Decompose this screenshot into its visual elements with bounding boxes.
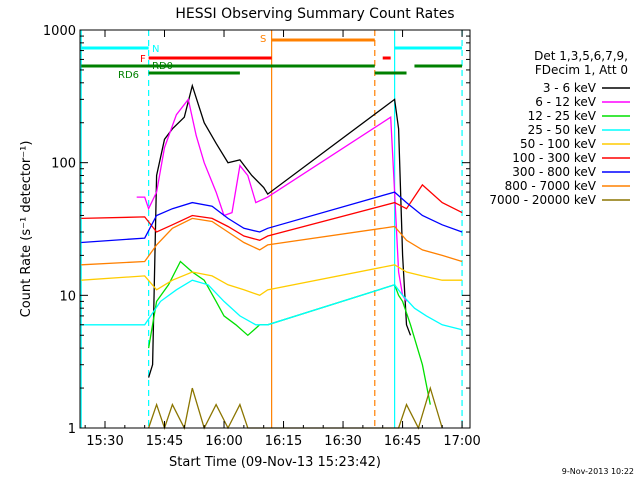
x-tick-label: 16:45 xyxy=(384,434,421,449)
legend-label: 800 - 7000 keV xyxy=(505,179,597,193)
flag-label-rd0: RD0 xyxy=(152,61,173,72)
flag-label-s: S xyxy=(260,34,266,45)
x-tick-label: 15:45 xyxy=(146,434,183,449)
x-axis-label: Start Time (09-Nov-13 15:23:42) xyxy=(169,455,381,470)
x-tick-label: 16:00 xyxy=(205,434,242,449)
flag-label-f: F xyxy=(140,54,146,65)
x-tick-label: 16:30 xyxy=(324,434,361,449)
legend-label: 12 - 25 keV xyxy=(528,109,597,123)
chart-title: HESSI Observing Summary Count Rates xyxy=(175,6,454,22)
series-line-8 xyxy=(81,217,463,266)
x-tick-label: 17:00 xyxy=(443,434,480,449)
legend-header: FDecim 1, Att 0 xyxy=(535,63,628,77)
series-line-4 xyxy=(81,279,463,331)
y-tick-label: 1000 xyxy=(43,24,76,39)
flag-bars: N S F RD0 RD6 xyxy=(81,34,463,81)
legend-label: 3 - 6 keV xyxy=(543,81,597,95)
legend-label: 100 - 300 keV xyxy=(512,151,596,165)
series-line-6 xyxy=(81,183,463,241)
series-line-9 xyxy=(147,385,443,431)
legend-header: Det 1,3,5,6,7,9, xyxy=(534,49,628,63)
footer-date: 9-Nov-2013 10:22 xyxy=(562,467,634,476)
y-tick-label: 1 xyxy=(68,422,76,437)
flag-label-rd6: RD6 xyxy=(118,70,139,81)
legend-label: 6 - 12 keV xyxy=(535,95,597,109)
series-line-3 xyxy=(147,260,431,405)
series-line-5 xyxy=(81,264,463,297)
legend: Det 1,3,5,6,7,9,FDecim 1, Att 0 3 - 6 keV… xyxy=(489,49,630,207)
y-tick-label: 100 xyxy=(51,157,76,172)
y-axis-label: Count Rate (s⁻¹ detector⁻¹) xyxy=(19,141,34,318)
legend-label: 50 - 100 keV xyxy=(520,137,597,151)
series-line-1 xyxy=(147,83,412,378)
legend-label: 7000 - 20000 keV xyxy=(489,193,596,207)
x-tick-label: 15:30 xyxy=(86,434,123,449)
x-axis: 15:30 15:45 16:00 16:15 16:30 16:45 17:00 xyxy=(84,30,481,449)
legend-label: 25 - 50 keV xyxy=(528,123,597,137)
y-axis: 1 10 100 1000 xyxy=(43,24,470,437)
y-tick-label: 10 xyxy=(59,289,76,304)
legend-label: 300 - 800 keV xyxy=(512,165,596,179)
series-line-7 xyxy=(81,191,463,244)
flag-label-n: N xyxy=(152,44,159,55)
plot-frame xyxy=(79,29,471,429)
x-tick-label: 16:15 xyxy=(265,434,302,449)
